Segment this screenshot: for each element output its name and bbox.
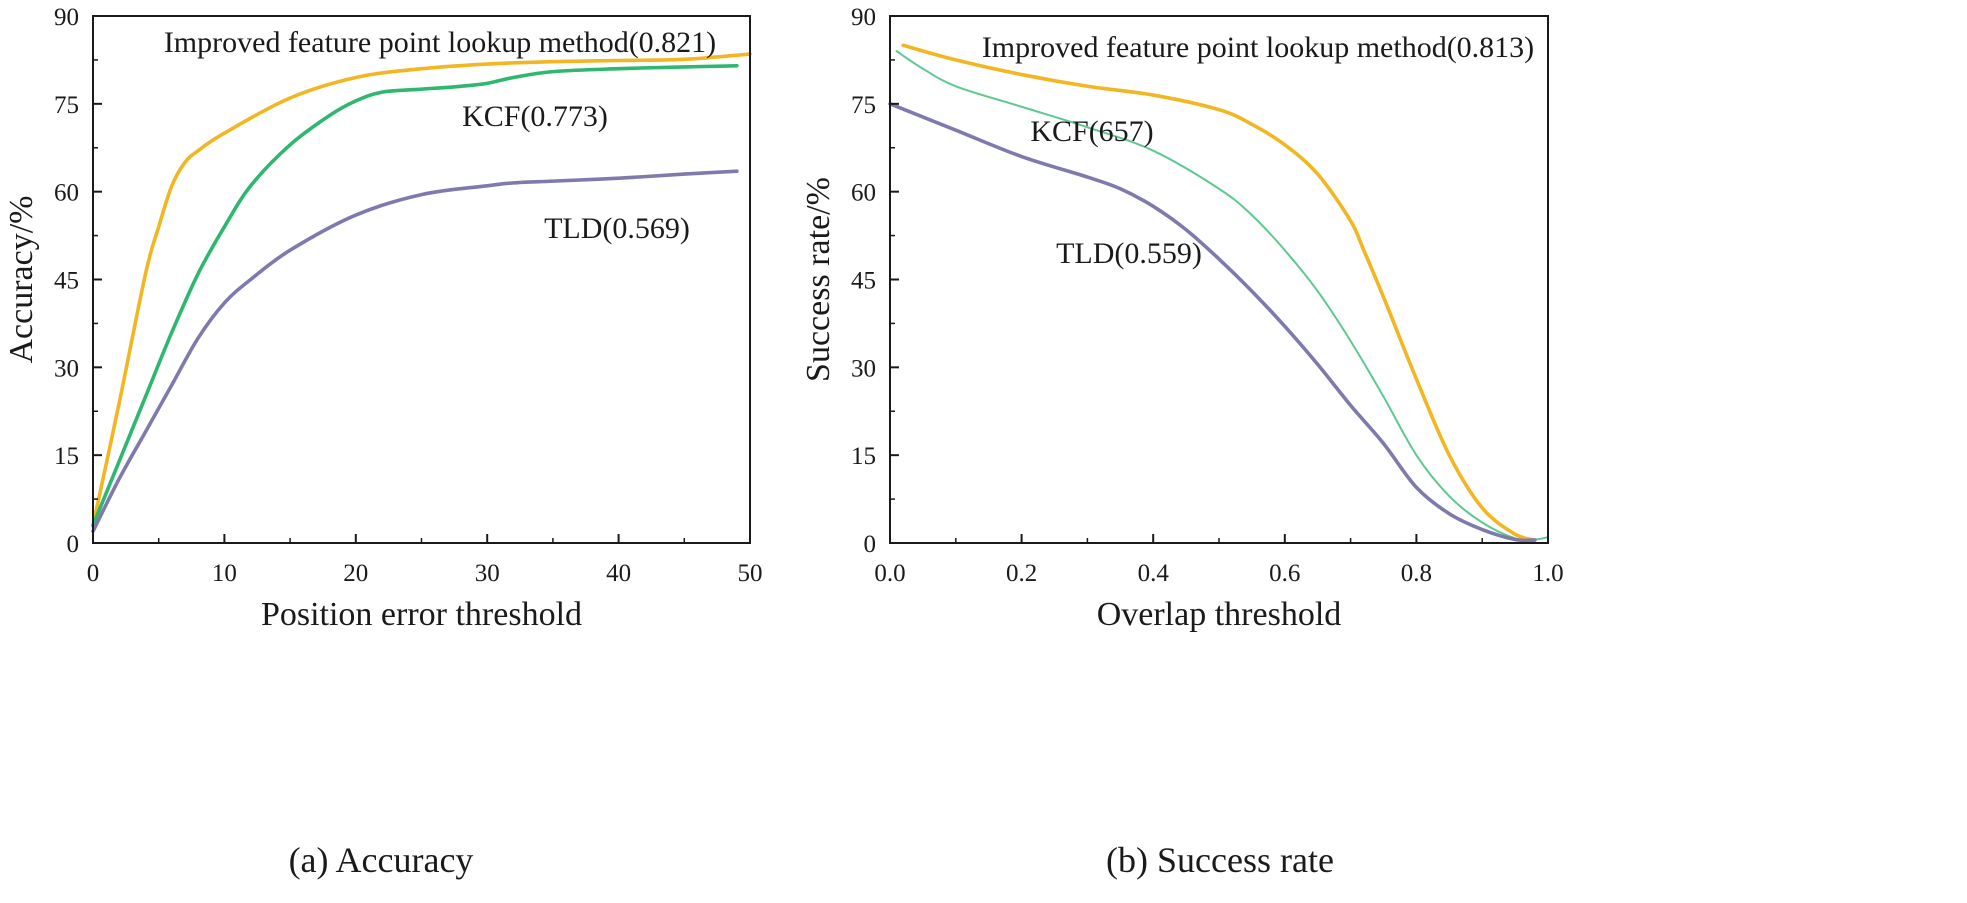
success-rate-axes: 0 15 30 45 60 75 90 0.0 0.2 0.4 0.6 0.8 1.0 [851, 4, 1564, 587]
success-rate-ytick-label: 90 [851, 4, 876, 31]
success-rate-series-label-1: KCF(657) [1030, 115, 1153, 148]
success-rate-x-axis-title: Overlap threshold [1097, 596, 1342, 633]
accuracy-xtick-label: 10 [212, 560, 237, 587]
accuracy-ytick-label: 60 [54, 180, 79, 207]
accuracy-xtick-label: 40 [606, 560, 631, 587]
accuracy-ytick-label: 90 [54, 4, 79, 31]
accuracy-axes: 0 15 30 45 60 75 90 0 10 20 30 40 50 [54, 4, 763, 587]
success-rate-caption: (b) Success rate [1106, 840, 1334, 880]
success-rate-series-line-0 [901, 43, 1537, 542]
accuracy-ytick-label: 75 [54, 92, 79, 119]
accuracy-series-line-2 [91, 169, 739, 534]
success-rate-series-label-0: Improved feature point lookup method(0.8… [982, 31, 1534, 64]
success-rate-series-line-1 [895, 50, 1549, 542]
success-rate-plot-frame [889, 15, 1549, 544]
accuracy-series-label-2: TLD(0.569) [544, 212, 690, 245]
success-rate-y-axis-title: Success rate/% [800, 177, 837, 382]
success-rate-xtick-label: 0.6 [1269, 560, 1300, 587]
accuracy-ytick-label: 0 [67, 531, 80, 558]
accuracy-series-label-1: KCF(0.773) [462, 100, 608, 133]
success-rate-ytick-label: 30 [851, 355, 876, 382]
accuracy-ytick-label: 15 [54, 443, 79, 470]
success-rate-ytick-label: 45 [851, 268, 876, 295]
accuracy-labels: Position error threshold Accuracy/% Improv… [3, 26, 716, 880]
success-rate-xtick-label: 0.4 [1138, 560, 1170, 587]
success-rate-series-line-2 [888, 102, 1537, 543]
accuracy-chart: 0 15 30 45 60 75 90 0 10 20 30 40 50 Position error … [3, 4, 763, 880]
success-rate-ytick-label: 0 [864, 531, 877, 558]
accuracy-ytick-label: 45 [54, 268, 79, 295]
accuracy-series-line-1 [91, 63, 739, 528]
success-rate-ytick-label: 60 [851, 180, 876, 207]
accuracy-series-line-0 [91, 52, 752, 528]
accuracy-series-label-0: Improved feature point lookup method(0.8… [164, 26, 716, 59]
accuracy-series-layer [91, 52, 752, 534]
success-rate-series-label-2: TLD(0.559) [1056, 237, 1202, 270]
success-rate-ytick-label: 15 [851, 443, 876, 470]
success-rate-series-layer [888, 43, 1549, 543]
success-rate-xtick-label: 0.2 [1006, 560, 1037, 587]
success-rate-xtick-label: 0.0 [874, 560, 905, 587]
accuracy-y-axis-title: Accuracy/% [3, 195, 40, 363]
accuracy-plot-frame [92, 15, 751, 544]
accuracy-caption: (a) Accuracy [289, 840, 474, 880]
success-rate-ytick-label: 75 [851, 92, 876, 119]
success-rate-labels: Overlap threshold Success rate/% Improved … [800, 31, 1534, 880]
success-rate-chart: 0 15 30 45 60 75 90 0.0 0.2 0.4 0.6 0.8 1.0 Overlap … [800, 4, 1564, 880]
success-rate-xtick-label: 1.0 [1532, 560, 1563, 587]
success-rate-xtick-label: 0.8 [1401, 560, 1432, 587]
accuracy-xtick-label: 20 [343, 560, 368, 587]
accuracy-ytick-label: 30 [54, 355, 79, 382]
accuracy-x-axis-title: Position error threshold [261, 596, 582, 633]
accuracy-xtick-label: 30 [475, 560, 500, 587]
accuracy-xtick-label: 0 [87, 560, 100, 587]
accuracy-xtick-label: 50 [738, 560, 763, 587]
